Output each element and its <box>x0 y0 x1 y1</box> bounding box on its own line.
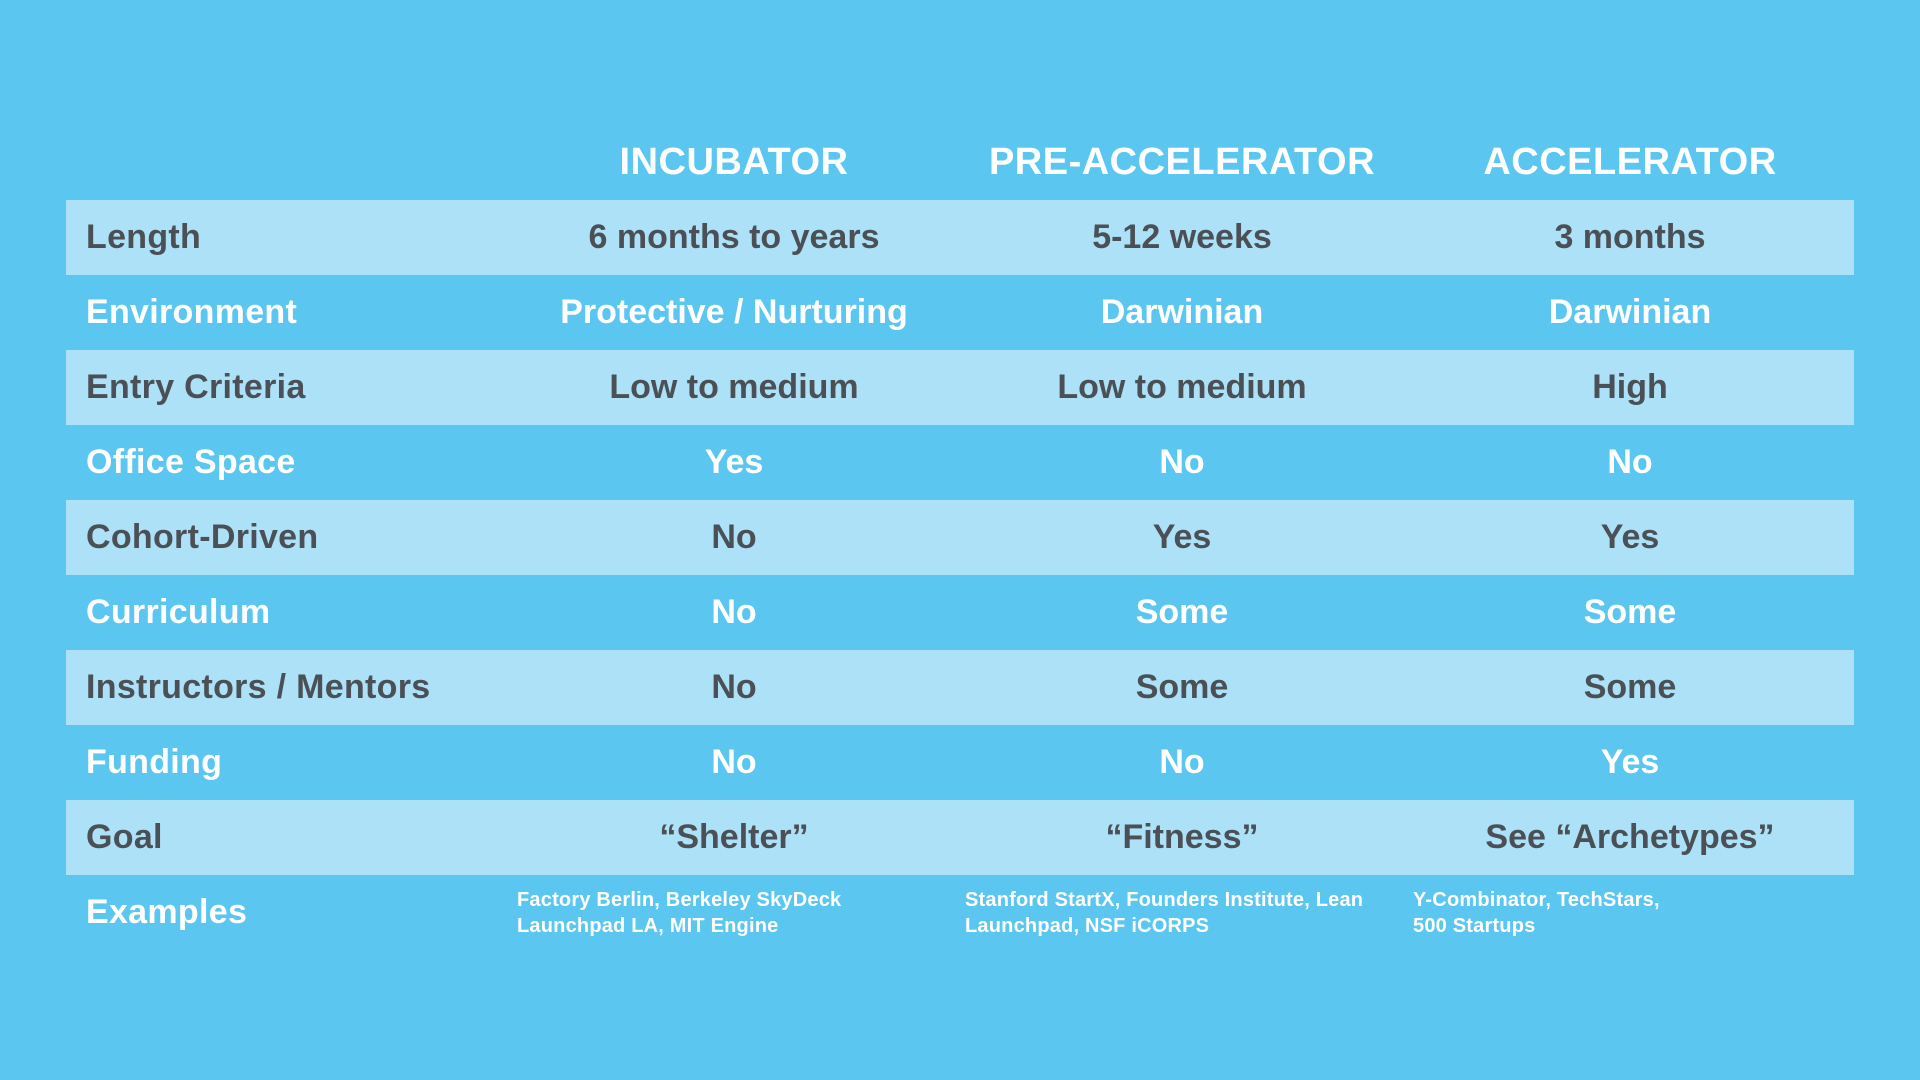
table-cell: No <box>1607 443 1653 481</box>
table-cell: Some <box>1135 668 1229 706</box>
table-row-funding: Funding No No Yes <box>66 725 1854 800</box>
table-cell: Stanford StartX, Founders Institute, Lea… <box>965 888 1364 937</box>
table-cell: Darwinian <box>1100 293 1264 331</box>
table-cell: No <box>711 593 757 631</box>
table-cell: 6 months to years <box>588 218 880 256</box>
table-row-entry-criteria: Entry Criteria Low to medium Low to medi… <box>66 350 1854 425</box>
table-cell: See “Archetypes” <box>1485 818 1775 856</box>
row-label-entry-criteria: Entry Criteria <box>86 368 306 406</box>
table-cell: Darwinian <box>1548 293 1712 331</box>
table-cell: Y-Combinator, TechStars, 500 Startups <box>1413 888 1660 937</box>
table-cell: Yes <box>1600 518 1660 556</box>
table-cell: Some <box>1583 668 1677 706</box>
row-label-examples: Examples <box>86 893 248 931</box>
table-cell: No <box>711 668 757 706</box>
row-label-environment: Environment <box>86 293 298 331</box>
table-cell: Some <box>1135 593 1229 631</box>
table-cell: Yes <box>1152 518 1212 556</box>
table-cell: 3 months <box>1554 218 1706 256</box>
table-cell: No <box>711 743 757 781</box>
table-row-length: Length 6 months to years 5-12 weeks 3 mo… <box>66 200 1854 275</box>
table-cell: Yes <box>704 443 764 481</box>
table-cell: 5-12 weeks <box>1092 218 1272 256</box>
column-header-accelerator: ACCELERATOR <box>1483 140 1777 183</box>
table-row-goal: Goal “Shelter” “Fitness” See “Archetypes… <box>66 800 1854 875</box>
row-label-curriculum: Curriculum <box>86 593 271 631</box>
table-cell: No <box>1159 443 1205 481</box>
table-cell: Yes <box>1600 743 1660 781</box>
table-cell: Factory Berlin, Berkeley SkyDeck Launchp… <box>517 888 842 937</box>
column-header-incubator: INCUBATOR <box>619 140 849 183</box>
table-header-row: INCUBATOR PRE-ACCELERATOR ACCELERATOR <box>66 124 1854 200</box>
row-label-instructors-mentors: Instructors / Mentors <box>86 668 431 706</box>
table-row-cohort-driven: Cohort-Driven No Yes Yes <box>66 500 1854 575</box>
table-cell: “Fitness” <box>1105 818 1259 856</box>
table-row-environment: Environment Protective / Nurturing Darwi… <box>66 275 1854 350</box>
row-label-office-space: Office Space <box>86 443 296 481</box>
table-cell: No <box>711 518 757 556</box>
table-row-office-space: Office Space Yes No No <box>66 425 1854 500</box>
row-label-funding: Funding <box>86 743 223 781</box>
table-cell: Protective / Nurturing <box>560 293 908 331</box>
comparison-table: INCUBATOR PRE-ACCELERATOR ACCELERATOR Le… <box>66 124 1854 950</box>
table-row-instructors-mentors: Instructors / Mentors No Some Some <box>66 650 1854 725</box>
table-cell: No <box>1159 743 1205 781</box>
table-row-examples: Examples Factory Berlin, Berkeley SkyDec… <box>66 875 1854 950</box>
table-cell: High <box>1592 368 1668 406</box>
row-label-length: Length <box>86 218 202 256</box>
row-label-goal: Goal <box>86 818 163 856</box>
table-cell: Some <box>1583 593 1677 631</box>
column-header-pre-accelerator: PRE-ACCELERATOR <box>988 140 1376 183</box>
row-label-cohort-driven: Cohort-Driven <box>86 518 319 556</box>
table-row-curriculum: Curriculum No Some Some <box>66 575 1854 650</box>
table-cell: Low to medium <box>1057 368 1307 406</box>
table-cell: “Shelter” <box>659 818 809 856</box>
table-cell: Low to medium <box>609 368 859 406</box>
